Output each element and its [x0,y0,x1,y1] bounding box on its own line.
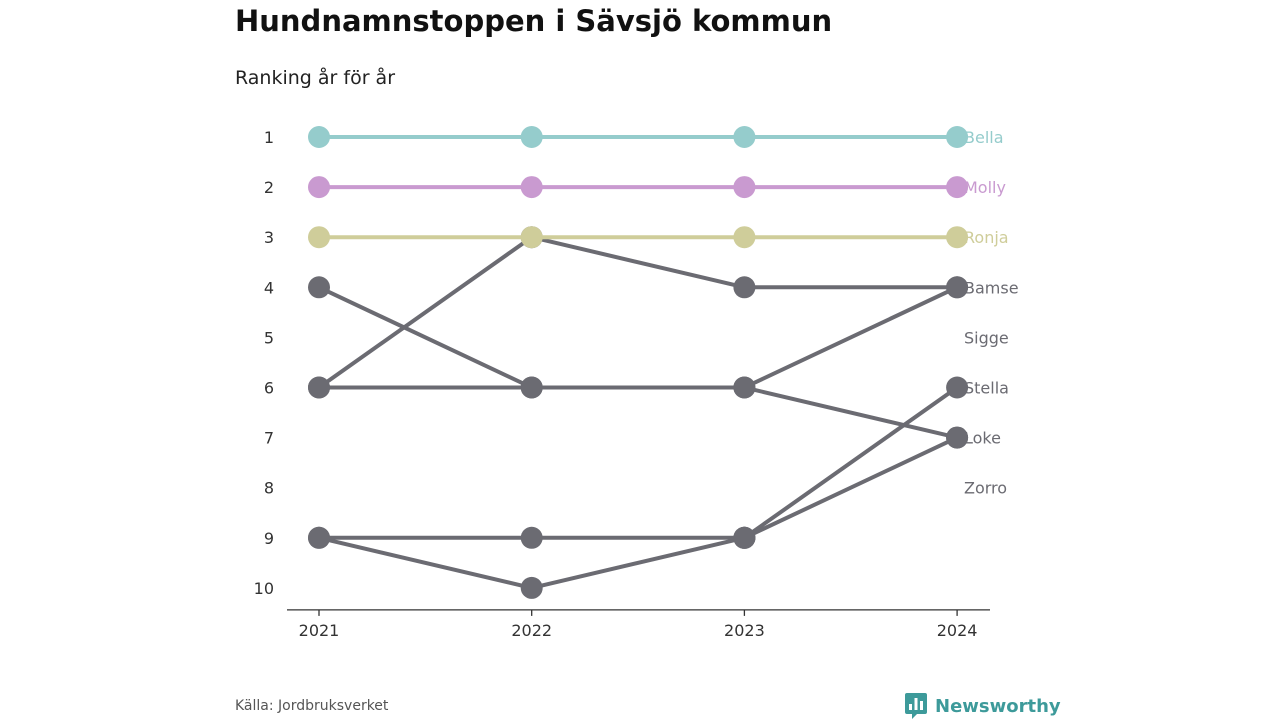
series-point [733,226,756,249]
series-point [308,226,330,249]
y-tick-label: 5 [264,328,274,347]
series-line [317,285,960,390]
series-point [308,526,330,549]
y-tick-label: 7 [264,429,274,448]
end-label-loke: Loke [964,429,1001,448]
page-subtitle: Ranking år för år [235,67,396,89]
series-line [317,235,960,390]
series-line [742,385,960,540]
series-line [742,435,960,540]
series-point [520,226,543,249]
rank-chart: 1 2 3 4 5 6 7 8 9 10 2021 2022 2023 2024 Bella Molly Ro… [254,126,1019,640]
x-tick-label: 2021 [299,621,340,640]
end-label-bamse: Bamse [964,278,1019,297]
series-point [733,526,756,549]
y-tick-label: 3 [264,228,274,247]
x-tick-label: 2023 [724,621,765,640]
series-unnamed [733,426,969,549]
y-tick-label: 10 [254,579,274,598]
series-point [733,126,756,148]
series-point [946,126,969,148]
series-point [733,276,756,299]
end-label-zorro: Zorro [964,479,1007,498]
y-tick-label: 9 [264,529,274,548]
series-bamse [308,226,969,399]
x-tick-label: 2024 [937,621,978,640]
series-molly [308,176,969,199]
series-point [733,376,756,399]
y-tick-label: 2 [264,178,274,197]
end-label-bella: Bella [964,128,1004,147]
brand-name: Newsworthy [935,695,1061,717]
series-point [946,176,969,199]
series-point [946,376,969,399]
series-loke [308,276,969,449]
y-tick-label: 6 [264,379,274,398]
y-tick-label: 4 [264,278,274,297]
source-note: Källa: Jordbruksverket [235,698,389,714]
series-point [308,176,330,199]
series-point [308,276,330,299]
series-ronja [308,226,969,249]
series-point [520,526,543,549]
end-label-sigge: Sigge [964,328,1009,347]
series-point [308,126,330,148]
series-point [733,176,756,199]
series-point [520,576,543,599]
series-stella [733,376,969,549]
series-point [520,176,543,199]
series-point [520,376,543,399]
end-label-stella: Stella [964,379,1009,398]
series-point [946,426,969,449]
series-bella [308,126,969,148]
axis-layer: 1 2 3 4 5 6 7 8 9 10 2021 2022 2023 2024 [254,128,990,640]
x-tick-label: 2022 [511,621,552,640]
series-unnamed [308,276,969,399]
end-label-molly: Molly [964,178,1006,197]
y-tick-label: 1 [264,128,274,147]
end-label-ronja: Ronja [964,228,1009,247]
y-tick-label: 8 [264,479,274,498]
series-line [317,285,960,440]
series-layer [308,126,969,599]
series-point [520,126,543,148]
series-point [946,226,969,249]
page-title: Hundnamnstoppen i Sävsjö kommun [235,4,833,38]
series-zorro [308,526,756,549]
brand-logo[interactable]: Newsworthy [904,692,1061,720]
end-label-layer: Bella Molly Ronja Bamse Sigge Stella Loke Zorro [964,128,1019,498]
series-point [946,276,969,299]
series-point [308,376,330,399]
newsworthy-logo-icon [905,693,927,719]
